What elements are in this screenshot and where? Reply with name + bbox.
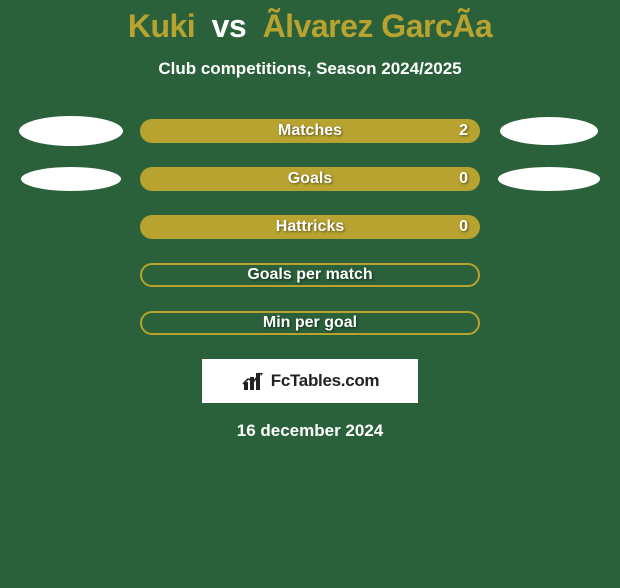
stat-row: Min per goal (0, 311, 620, 335)
logo-text: FcTables.com (271, 371, 380, 391)
logo: FcTables.com (241, 370, 380, 392)
player2-name: Ãlvarez GarcÃa (263, 8, 493, 44)
right-slot (494, 167, 604, 191)
stat-row: Goals per match (0, 263, 620, 287)
stat-row: Matches 2 (0, 119, 620, 143)
date-label: 16 december 2024 (0, 421, 620, 441)
stat-label: Goals per match (247, 266, 372, 284)
chart-icon (241, 370, 267, 392)
right-slot (494, 117, 604, 145)
player1-name: Kuki (128, 8, 195, 44)
stat-bar: Hattricks 0 (140, 215, 480, 239)
stat-label: Goals (288, 170, 332, 188)
stat-bar: Matches 2 (140, 119, 480, 143)
stat-value: 0 (459, 218, 468, 236)
stat-bar: Goals per match (140, 263, 480, 287)
player1-ellipse (19, 116, 123, 146)
left-slot (16, 167, 126, 191)
stat-label: Matches (278, 122, 342, 140)
stat-row: Hattricks 0 (0, 215, 620, 239)
player1-ellipse (21, 167, 121, 191)
stat-value: 0 (459, 170, 468, 188)
left-slot (16, 116, 126, 146)
player2-ellipse (500, 117, 598, 145)
stat-bar: Goals 0 (140, 167, 480, 191)
stat-rows: Matches 2 Goals 0 Hattricks 0 Goals per match M… (0, 119, 620, 335)
vs-label: vs (212, 8, 247, 44)
stat-label: Min per goal (263, 314, 357, 332)
player2-ellipse (498, 167, 600, 191)
stat-row: Goals 0 (0, 167, 620, 191)
subtitle: Club competitions, Season 2024/2025 (0, 59, 620, 79)
stat-bar: Min per goal (140, 311, 480, 335)
logo-box: FcTables.com (202, 359, 418, 403)
stat-value: 2 (459, 122, 468, 140)
comparison-title: Kuki vs Ãlvarez GarcÃa (0, 8, 620, 45)
stat-label: Hattricks (276, 218, 344, 236)
